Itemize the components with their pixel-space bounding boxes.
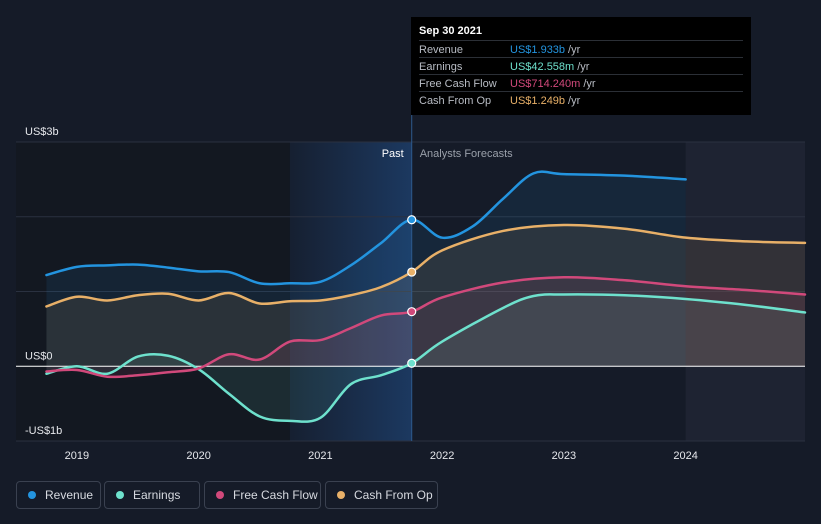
y-tick-label: US$0 (25, 350, 53, 362)
gridlines (16, 141, 805, 442)
series-lines (45, 170, 807, 423)
legend-label: Cash From Op (354, 488, 433, 502)
earnings-area (46, 294, 805, 422)
revenue-area (46, 171, 686, 367)
x-tick-label: 2023 (552, 450, 576, 462)
y-tick-label: US$3b (25, 126, 59, 138)
legend-item-free-cash-flow[interactable]: Free Cash Flow (204, 481, 321, 509)
free-cash-flow-marker (407, 307, 417, 317)
tooltip-value: US$1.933b/yr (510, 44, 580, 56)
tooltip-row-earnings: Earnings US$42.558m/yr (419, 57, 743, 75)
free-cash-flow-line (45, 276, 807, 379)
tooltip-row-free-cash-flow: Free Cash Flow US$714.240m/yr (419, 74, 743, 92)
tooltip-date: Sep 30 2021 (419, 25, 482, 37)
tooltip-value: US$714.240m/yr (510, 78, 596, 90)
x-tick-label: 2019 (65, 450, 89, 462)
tooltip-unit: /yr (583, 78, 596, 90)
cash-from-op-area (46, 224, 805, 367)
tooltip-unit: /yr (577, 61, 590, 73)
x-tick-label: 2021 (308, 450, 332, 462)
tooltip-label: Cash From Op (419, 95, 492, 107)
earnings-line (45, 293, 807, 423)
x-tick-label: 2020 (186, 450, 210, 462)
tooltip-value-text: US$714.240m (510, 78, 581, 90)
tooltip: Sep 30 2021 Revenue US$1.933b/yr Earning… (411, 17, 751, 115)
tooltip-value: US$1.249b/yr (510, 95, 580, 107)
tooltip-unit: /yr (568, 95, 581, 107)
tooltip-value: US$42.558m/yr (510, 61, 589, 73)
series-areas (46, 171, 805, 422)
x-tick-label: 2022 (430, 450, 454, 462)
free-cash-flow-area (46, 277, 805, 377)
free-cash-flow-dot-icon (216, 491, 224, 499)
tooltip-value-text: US$1.249b (510, 95, 566, 107)
tooltip-row-cash-from-op: Cash From Op US$1.249b/yr (419, 91, 743, 109)
tooltip-unit: /yr (568, 44, 581, 56)
series-markers (407, 215, 417, 368)
legend-item-earnings[interactable]: Earnings (104, 481, 200, 509)
earnings-dot-icon (116, 491, 124, 499)
tooltip-label: Free Cash Flow (419, 78, 497, 90)
revenue-marker (407, 215, 417, 225)
cash-from-op-marker (407, 267, 417, 277)
tooltip-value-text: US$42.558m (510, 61, 575, 73)
revenue-dot-icon (28, 491, 36, 499)
y-tick-label: -US$1b (25, 425, 62, 437)
y-axis-labels: US$3b US$0 -US$1b (25, 126, 62, 437)
forecast-label: Analysts Forecasts (420, 148, 513, 160)
tooltip-row-revenue: Revenue US$1.933b/yr (419, 40, 743, 58)
legend-label: Earnings (133, 488, 181, 502)
x-axis-labels: 2019 2020 2021 2022 2023 2024 (65, 450, 698, 462)
tooltip-value-text: US$1.933b (510, 44, 566, 56)
revenue-line (45, 170, 687, 286)
cash-from-op-line (45, 223, 807, 308)
legend-item-revenue[interactable]: Revenue (16, 481, 101, 509)
cash-from-op-dot-icon (337, 491, 345, 499)
earnings-marker (407, 358, 417, 368)
past-label: Past (382, 148, 404, 160)
x-tick-label: 2024 (673, 450, 697, 462)
legend-label: Revenue (45, 488, 94, 502)
legend-label: Free Cash Flow (233, 488, 318, 502)
tooltip-label: Earnings (419, 61, 463, 73)
tooltip-label: Revenue (419, 44, 464, 56)
legend-item-cash-from-op[interactable]: Cash From Op (325, 481, 438, 509)
